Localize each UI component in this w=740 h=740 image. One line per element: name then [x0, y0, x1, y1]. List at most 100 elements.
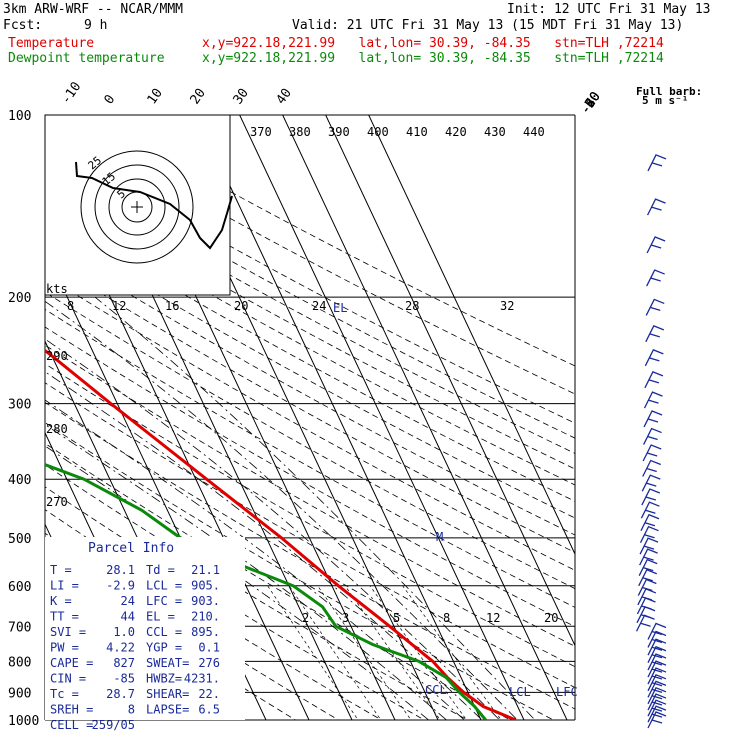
mixing-ratio-label: 8 — [443, 611, 450, 625]
parcel-info-value: 827 — [113, 656, 135, 670]
isotherm-line — [368, 115, 575, 556]
hodograph-speed-label: 16 — [165, 299, 179, 313]
dry-adiabat-line — [45, 291, 575, 590]
temperature-tick-label: -20 — [578, 89, 604, 117]
temperature-tick-label: -10 — [59, 79, 85, 107]
m-annotation: M — [436, 530, 443, 544]
parcel-info-label: LFC = — [146, 594, 182, 608]
dry-adiabat-line — [45, 258, 575, 553]
dry-adiabat-line — [45, 308, 575, 608]
wind-barb — [647, 630, 667, 648]
pressure-tick-label: 400 — [8, 473, 31, 488]
parcel-info-label: PW = — [50, 641, 79, 655]
theta-label: 430 — [484, 125, 506, 139]
wind-barb — [647, 680, 667, 698]
pressure-tick-label: 900 — [8, 686, 31, 701]
wind-barb — [642, 444, 662, 462]
parcel-info-value: 21.1 — [191, 563, 220, 577]
wind-barb — [647, 699, 667, 717]
theta-label: 390 — [328, 125, 350, 139]
temperature-tick-label: 10 — [145, 86, 166, 107]
parcel-info-panel: Parcel Info T = 28.1 Td = 21.1 LI = -2.9 LCL = 9… — [45, 537, 245, 732]
theta-label: 420 — [445, 125, 467, 139]
dry-adiabat-line — [45, 167, 575, 454]
parcel-info-label: LCL = — [146, 579, 182, 593]
theta-e-label: 290 — [46, 349, 68, 363]
temperature-tick-label: 0 — [102, 92, 119, 107]
theta-label: 400 — [367, 125, 389, 139]
pressure-tick-label: 800 — [8, 655, 31, 670]
parcel-info-label: Tc = — [50, 687, 79, 701]
dewpoint-legend-info: x,y=922.18,221.99 lat,lon= 30.39, -84.35… — [202, 51, 664, 66]
wind-barb — [646, 269, 665, 287]
hodograph-speed-label: 8 — [67, 299, 74, 313]
parcel-info-label: EL = — [146, 610, 175, 624]
mixing-ratio-label: 2 — [302, 611, 309, 625]
parcel-info-label: YGP = — [146, 641, 182, 655]
parcel-info-label: TT = — [50, 610, 79, 624]
mixing-ratio-line — [317, 585, 412, 720]
temperature-profile — [45, 348, 517, 720]
parcel-info-value: 276 — [198, 656, 220, 670]
parcel-info-value: 1.0 — [113, 625, 135, 639]
theta-label: 440 — [523, 125, 545, 139]
wind-barb — [647, 686, 667, 705]
theta-e-label: 280 — [46, 422, 68, 436]
parcel-info-label: SVI = — [50, 625, 86, 639]
wind-barb — [641, 474, 661, 492]
wind-barbs: Full barb:5 m s⁻¹ — [635, 85, 702, 729]
wind-barb — [642, 459, 661, 477]
parcel-info-value: 4231. — [184, 672, 220, 686]
model-title: 3km ARW-WRF -- NCAR/MMM — [3, 2, 184, 17]
mixing-ratio-line — [267, 585, 359, 720]
parcel-info-value: 0.1 — [198, 641, 220, 655]
parcel-info-value: 28.1 — [106, 563, 135, 577]
parcel-info-value: 8 — [128, 703, 135, 717]
wind-barb — [643, 410, 663, 428]
isotherm-line — [0, 115, 8, 720]
parcel-info-value: 895. — [191, 625, 220, 639]
moist-adiabat-line — [45, 399, 465, 720]
parcel-info-value: 903. — [191, 594, 220, 608]
dry-adiabat-line — [45, 422, 555, 720]
wind-barb — [647, 667, 667, 685]
sounding-profiles — [45, 348, 517, 720]
parcel-info-label: SREH = — [50, 703, 93, 717]
theta-e-label: 270 — [46, 495, 68, 509]
wind-barb — [639, 525, 659, 543]
theta-label: 410 — [406, 125, 428, 139]
hodograph-speed-label: 12 — [112, 299, 126, 313]
wind-barb — [647, 673, 667, 692]
dry-adiabat-line — [45, 344, 575, 647]
barb-legend-value: 5 m s⁻¹ — [642, 94, 688, 107]
init-time: Init: 12 UTC Fri 31 May 13 — [507, 2, 711, 17]
parcel-info-label: LAPSE= — [146, 703, 189, 717]
wind-barb — [647, 653, 667, 671]
temperature-legend-info: x,y=922.18,221.99 lat,lon= 30.39, -84.35… — [202, 36, 664, 51]
parcel-info-value: 44 — [121, 610, 135, 624]
dry-adiabat-line — [45, 181, 575, 470]
hodograph-speed-label: 32 — [500, 299, 514, 313]
pressure-tick-label: 700 — [8, 620, 31, 635]
el-annotation: EL — [333, 301, 347, 315]
isotherm-line — [282, 115, 568, 720]
dry-adiabat-line — [45, 442, 512, 720]
forecast-hour: 9 h — [84, 18, 108, 33]
parcel-info-value: 22. — [198, 687, 220, 701]
mixing-ratio-label: 12 — [486, 611, 500, 625]
parcel-info-value: 905. — [191, 579, 220, 593]
wind-barb — [638, 568, 658, 587]
lfc-annotation: LFC — [556, 685, 578, 699]
pressure-tick-label: 300 — [8, 398, 31, 413]
wind-barb — [647, 154, 667, 172]
dewpoint-profile — [45, 463, 487, 720]
parcel-info-value: 4.22 — [106, 641, 135, 655]
dry-adiabat-line — [45, 139, 575, 424]
temperature-tick-label: 30 — [231, 86, 252, 107]
moist-adiabat-line — [94, 296, 536, 720]
moist-adiabat-line — [45, 371, 483, 720]
moist-adiabat-line — [45, 338, 501, 720]
wind-barb — [644, 371, 664, 389]
